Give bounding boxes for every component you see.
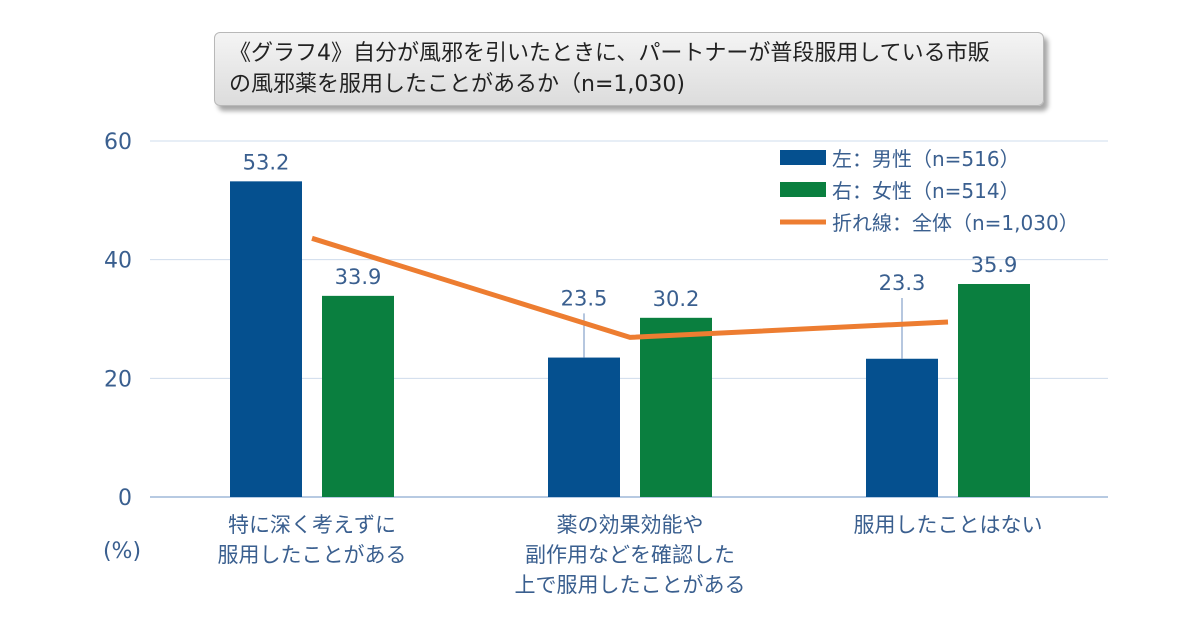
line-series-overall	[311, 235, 949, 340]
y-tick-label-40: 40	[104, 249, 132, 274]
bar-female-2	[958, 283, 1030, 497]
data-label-male-1: 23.5	[561, 286, 608, 310]
x-category-label-1-0: 薬の効果効能や	[557, 513, 704, 537]
x-category-label-1-2: 上で服用したことがある	[515, 573, 746, 597]
data-label-female-1: 30.2	[653, 287, 700, 311]
bar-male-2	[866, 358, 938, 497]
chart-title-line-2: の風邪薬を服用したことがあるか（n=1,030)	[229, 72, 685, 97]
y-tick-label-20: 20	[104, 367, 132, 392]
legend-swatch-1	[780, 182, 826, 197]
bar-female-1	[640, 317, 712, 497]
data-label-male-0: 53.2	[243, 150, 290, 174]
bar-male-1	[548, 357, 620, 497]
data-label-male-2: 23.3	[879, 271, 926, 295]
x-category-label-0-0: 特に深く考えずに	[228, 513, 396, 537]
chart-title-line-1: 《グラフ4》自分が風邪を引いたときに、パートナーが普段服用している市販	[229, 41, 990, 66]
x-category-label-2-0: 服用したことはない	[854, 513, 1043, 537]
bar-male-0	[230, 181, 302, 497]
data-label-female-0: 33.9	[335, 265, 382, 289]
data-label-female-2: 35.9	[971, 253, 1018, 277]
legend-label-0: 左：男性（n=516）	[832, 147, 1020, 171]
legend-swatch-0	[780, 150, 826, 165]
bar-female-0	[322, 295, 394, 497]
y-tick-label-60: 60	[104, 130, 132, 155]
chart-title: 《グラフ4》自分が風邪を引いたときに、パートナーが普段服用している市販 の風邪薬…	[214, 32, 1044, 106]
y-tick-label-0: 0	[118, 486, 132, 511]
legend-label-2: 折れ線：全体（n=1,030）	[832, 211, 1079, 235]
x-category-label-0-1: 服用したことがある	[218, 543, 407, 567]
legend-label-1: 右：女性（n=514）	[832, 179, 1020, 203]
y-unit-label: (%)	[103, 539, 141, 564]
x-category-label-1-1: 副作用などを確認した	[525, 543, 735, 567]
